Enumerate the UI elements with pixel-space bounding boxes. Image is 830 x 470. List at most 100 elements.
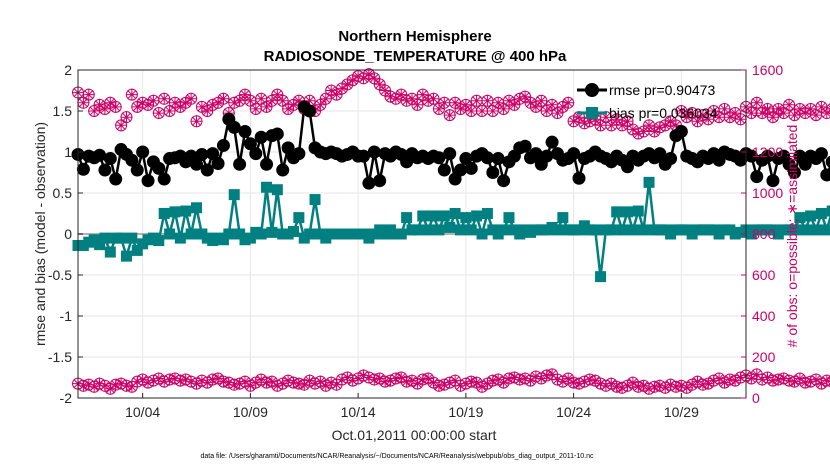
bias-point <box>164 228 176 240</box>
obs-assimilated-point <box>249 376 262 389</box>
y-axis-right-ticks: 0 200 400 600 800 1000 1200 1400 1600 <box>741 62 783 406</box>
bias-point <box>503 212 515 224</box>
rmse-point <box>486 166 500 179</box>
obs-assimilated-point <box>362 371 375 384</box>
obs-assimilated-point <box>190 115 203 128</box>
y-right-tick-label: 0 <box>752 390 760 406</box>
obs-assimilated-point <box>174 100 187 113</box>
obs-assimilated-point <box>152 107 165 120</box>
obs-assimilated-point <box>163 373 176 386</box>
rmse-point <box>620 160 634 174</box>
bias-point <box>821 224 830 236</box>
obs-assimilated-point <box>373 78 386 91</box>
bias-point <box>180 205 192 217</box>
rmse-series <box>71 100 830 190</box>
obs-assimilated-point <box>481 94 494 107</box>
obs-assimilated-point <box>244 379 257 392</box>
obs-assimilated-point <box>212 96 225 109</box>
bias-point <box>287 226 299 238</box>
bias-point <box>191 202 203 214</box>
obs-assimilated-point <box>492 373 505 386</box>
obs-assimilated-point <box>470 376 483 389</box>
rmse-point <box>276 163 290 177</box>
obs-assimilated-point <box>330 378 343 391</box>
obs-assimilated-point <box>745 372 758 385</box>
obs-assimilated-point <box>589 374 602 387</box>
y-tick-label: -2 <box>60 390 73 406</box>
rmse-point <box>109 172 123 186</box>
obs-assimilated-point <box>567 115 580 128</box>
obs-assimilated-point <box>384 90 397 103</box>
bias-point <box>627 224 639 236</box>
rmse-point <box>674 125 688 138</box>
obs-assimilated-point <box>233 377 246 390</box>
obs-assimilated-point <box>77 96 90 109</box>
obs-assimilated-point <box>395 88 408 101</box>
obs-assimilated-point <box>142 376 154 389</box>
rmse-point <box>260 157 274 171</box>
obs-assimilated-point <box>664 115 677 128</box>
obs-count-series <box>72 68 830 395</box>
bias-point <box>228 189 240 201</box>
obs-assimilated-point <box>303 94 316 107</box>
obs-assimilated-point <box>578 375 591 388</box>
bias-point <box>126 232 138 244</box>
obs-assimilated-point <box>169 96 181 109</box>
y-axis-right-label: # of obs: o=possible; ∗=assimilated <box>784 125 800 348</box>
rmse-point <box>281 141 295 155</box>
bias-point <box>131 244 143 256</box>
obs-assimilated-point <box>260 100 273 113</box>
obs-assimilated-point <box>707 105 720 117</box>
obs-assimilated-point <box>443 109 456 122</box>
obs-assimilated-point <box>147 94 160 107</box>
bias-point <box>595 271 607 283</box>
obs-assimilated-point <box>282 102 295 115</box>
bias-point <box>788 224 800 236</box>
bias-point <box>223 228 235 240</box>
rmse-point <box>136 145 150 159</box>
obs-assimilated-point <box>610 113 623 126</box>
obs-assimilated-point <box>125 380 138 393</box>
obs-assimilated-point <box>470 94 483 107</box>
obs-assimilated-point <box>605 377 618 390</box>
obs-assimilated-point <box>228 378 241 391</box>
obs-assimilated-point <box>169 372 181 385</box>
obs-assimilated-point <box>783 98 796 111</box>
y-right-tick-label: 400 <box>752 308 776 324</box>
obs-assimilated-point <box>314 98 327 111</box>
bias-point <box>471 210 483 222</box>
obs-assimilated-point <box>556 100 569 113</box>
obs-assimilated-point <box>723 373 736 386</box>
bias-point <box>438 210 450 222</box>
rmse-point <box>497 174 511 188</box>
obs-assimilated-point <box>131 375 144 388</box>
obs-assimilated-point <box>212 372 225 385</box>
legend-rmse-marker <box>585 83 599 97</box>
bias-point <box>805 210 817 222</box>
obs-assimilated-point <box>766 111 779 124</box>
obs-assimilated-point <box>519 90 532 103</box>
bias-point <box>261 181 273 193</box>
rmse-point <box>362 176 376 190</box>
obs-assimilated-point <box>185 92 198 105</box>
bias-point <box>169 206 181 218</box>
obs-assimilated-point <box>680 111 693 124</box>
obs-assimilated-point <box>368 72 381 85</box>
bias-point <box>94 239 106 251</box>
obs-assimilated-point <box>481 377 494 390</box>
bias-point <box>643 176 655 188</box>
bias-point <box>589 224 601 236</box>
obs-assimilated-point <box>287 98 300 111</box>
rmse-point <box>254 130 268 144</box>
obs-assimilated-point <box>476 105 488 117</box>
obs-assimilated-point <box>535 372 548 385</box>
obs-assimilated-point <box>260 376 273 389</box>
obs-assimilated-point <box>195 100 208 113</box>
obs-assimilated-point <box>524 374 537 387</box>
obs-assimilated-point <box>136 96 149 109</box>
bias-point <box>411 224 423 236</box>
rmse-point <box>195 147 209 161</box>
obs-assimilated-point <box>341 78 354 91</box>
obs-assimilated-point <box>772 102 785 115</box>
